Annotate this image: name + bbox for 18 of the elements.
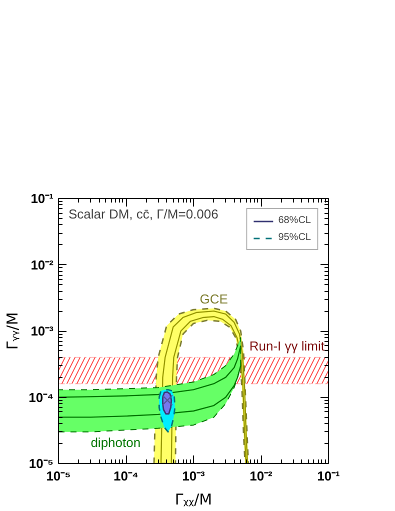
y-tick-label: 10⁻³ xyxy=(30,324,54,338)
y-axis-title: Γᵧᵧ/M xyxy=(4,312,22,350)
x-tick-label: 10⁻¹ xyxy=(317,468,340,484)
x-tick-label: 10⁻³ xyxy=(182,468,206,484)
y-tick-label: 10⁻² xyxy=(30,257,54,272)
text: 95%CL xyxy=(278,232,311,243)
y-tick-label: 10⁻¹ xyxy=(30,191,54,206)
annotation: GCE xyxy=(200,291,228,306)
y-tick-label: 10⁻⁵ xyxy=(28,456,54,471)
x-tick-label: 10⁻⁵ xyxy=(46,468,71,484)
text: Scalar DM, cc̄, Γ/M=0.006 xyxy=(68,206,218,222)
x-tick-label: 10⁻² xyxy=(250,468,274,484)
y-tick-label: 10⁻⁴ xyxy=(28,390,54,405)
annotation: diphoton xyxy=(90,434,141,450)
text: 68%CL xyxy=(278,215,311,226)
x-axis-title: Γᵪᵪ/M xyxy=(174,490,212,508)
x-tick-label: 10⁻⁴ xyxy=(114,468,138,484)
band-label: Run-I γγ limit xyxy=(249,338,325,354)
